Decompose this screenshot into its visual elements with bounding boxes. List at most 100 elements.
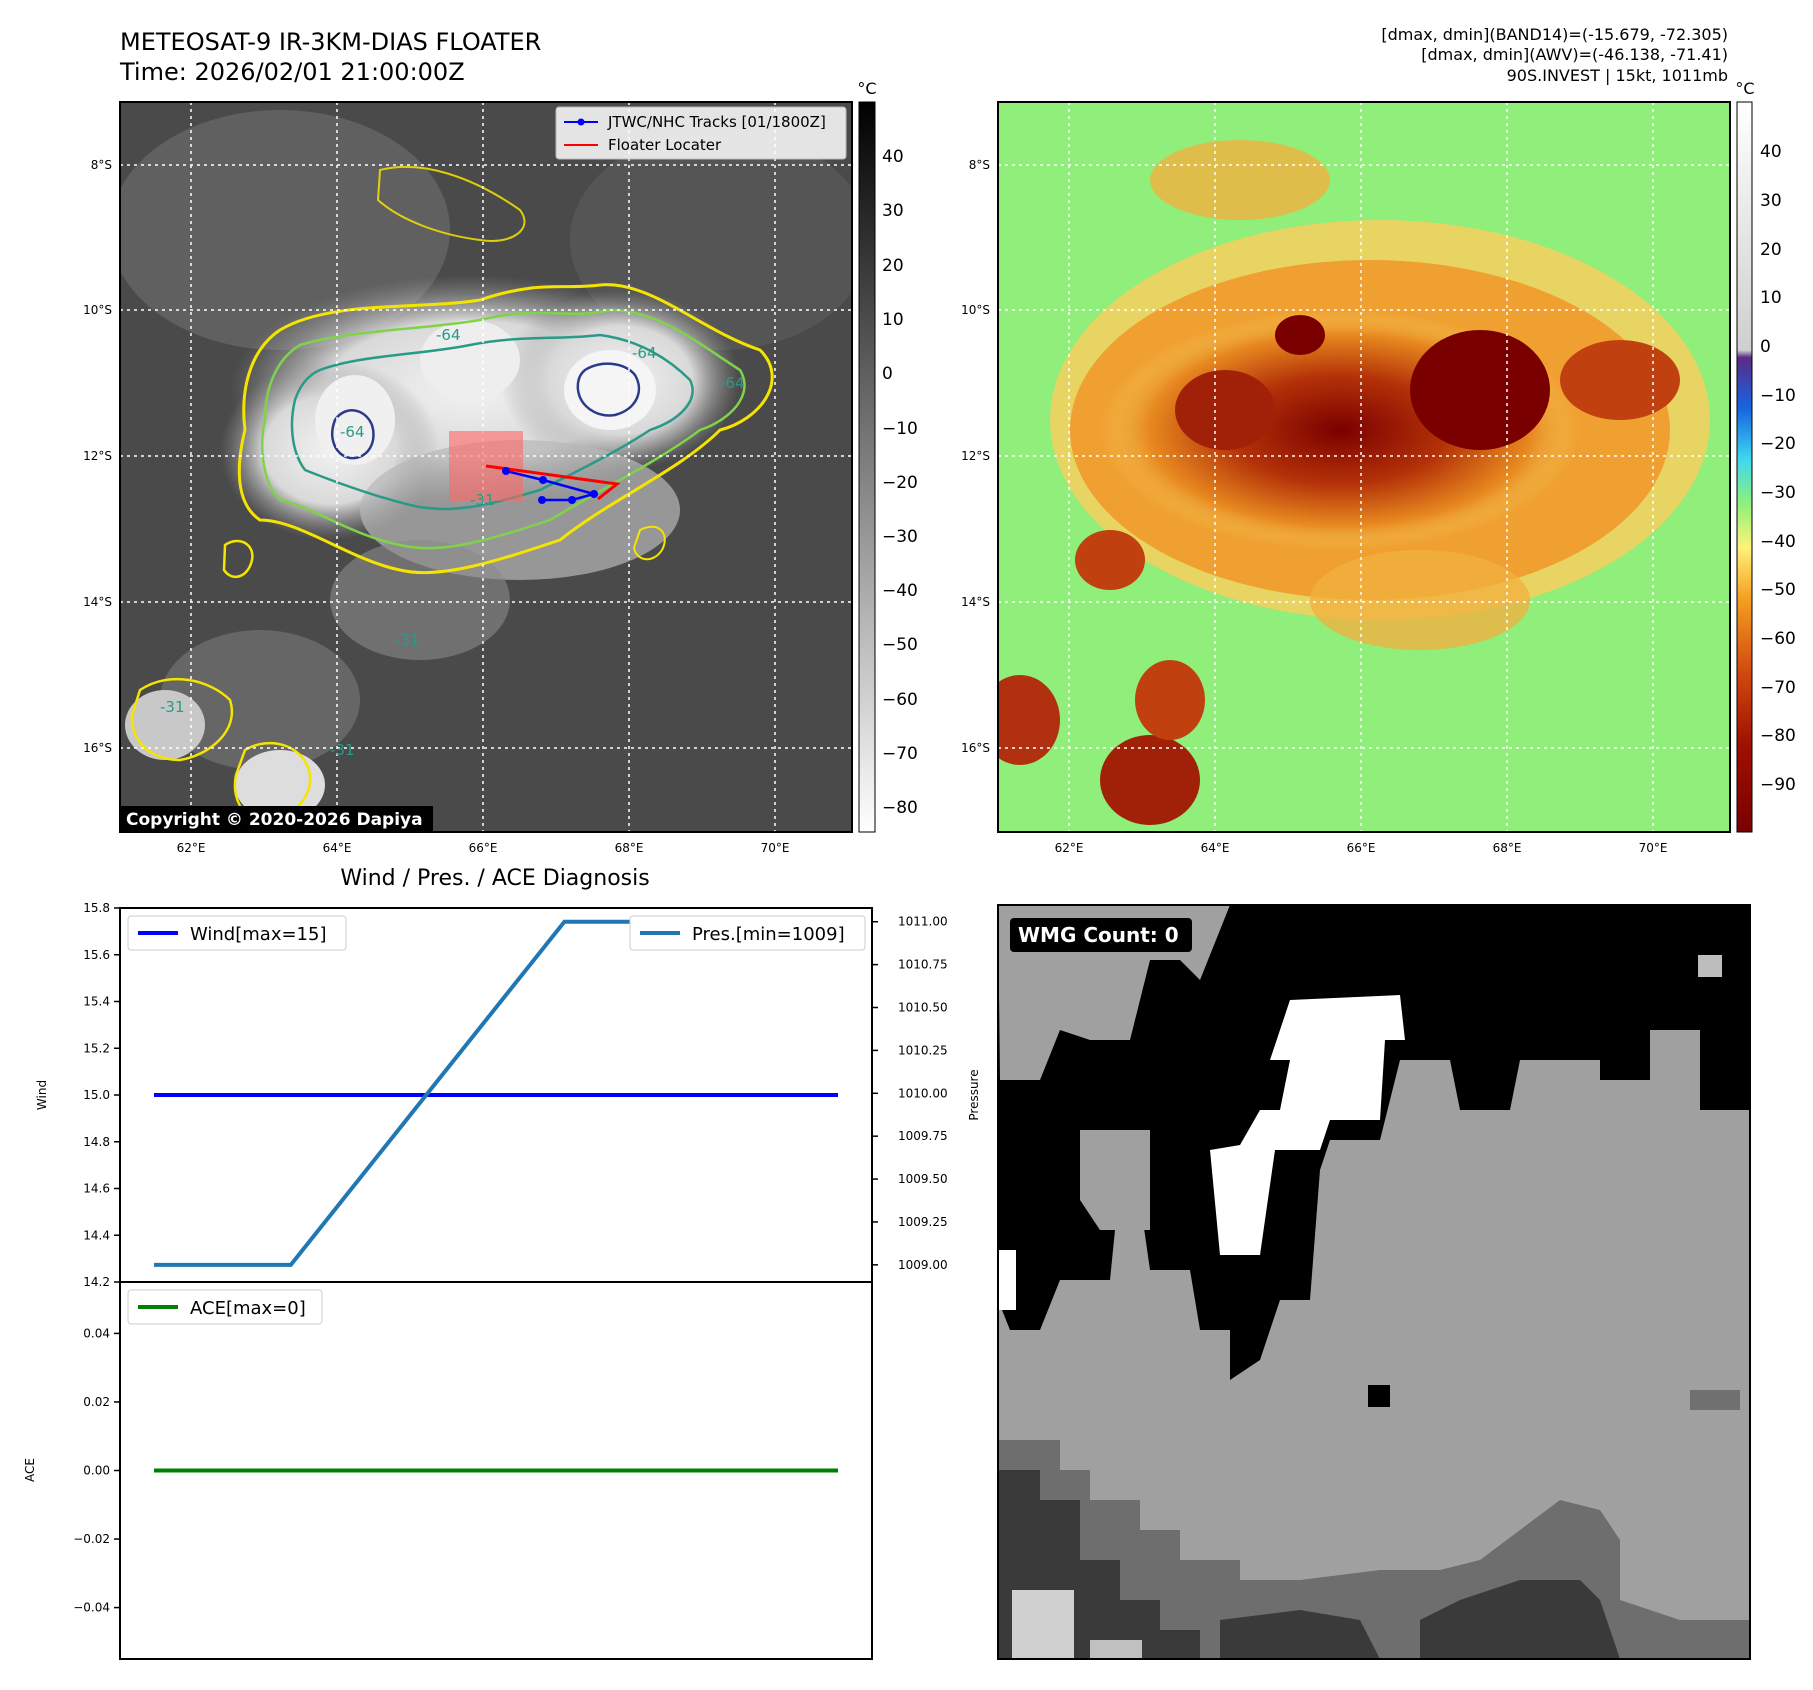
- wind-tick-label: 14.6: [83, 1182, 110, 1196]
- svg-text:−20: −20: [1760, 434, 1796, 454]
- wind-tick-label: 15.6: [83, 948, 110, 962]
- svg-text:30: 30: [1760, 191, 1782, 211]
- svg-text:16°S: 16°S: [961, 741, 990, 755]
- pres-ylabel: Pressure: [967, 1069, 981, 1120]
- pres-tick-label: 1010.25: [898, 1043, 948, 1057]
- ir-lon-labels: 62°E 64°E 66°E 68°E 70°E: [177, 841, 790, 855]
- contour-sw-yellow: [130, 677, 234, 762]
- legend-track-label: JTWC/NHC Tracks [01/1800Z]: [607, 113, 826, 131]
- awv-colorbar-unit: °C: [1735, 79, 1754, 98]
- svg-text:−80: −80: [882, 798, 918, 818]
- svg-text:−60: −60: [1760, 629, 1796, 649]
- info-storm: 90S.INVEST | 15kt, 1011mb: [1507, 66, 1728, 85]
- svg-text:62°E: 62°E: [177, 841, 206, 855]
- svg-text:−10: −10: [882, 419, 918, 439]
- ir-colorbar: °C 40 30 20 10 0 −10 −20 −30 −40 −50 −60…: [857, 79, 918, 833]
- svg-text:−20: −20: [882, 473, 918, 493]
- contour-navy-west: [331, 409, 375, 460]
- figure-title: METEOSAT-9 IR-3KM-DIAS FLOATER: [120, 28, 541, 56]
- svg-text:10: 10: [1760, 288, 1782, 308]
- diag-title: Wind / Pres. / ACE Diagnosis: [340, 866, 649, 891]
- svg-text:-64: -64: [720, 374, 745, 392]
- svg-text:12°S: 12°S: [83, 449, 112, 463]
- svg-text:−70: −70: [1760, 678, 1796, 698]
- wind-tick-label: 14.4: [83, 1228, 110, 1242]
- svg-text:14°S: 14°S: [83, 595, 112, 609]
- wmg-count-box: [1010, 918, 1192, 952]
- pres-tick-label: 1009.00: [898, 1258, 948, 1272]
- contour-labels: -64 -64 -64 -64 -31 -31 -31 -31: [160, 326, 745, 759]
- svg-text:−80: −80: [1760, 726, 1796, 746]
- svg-text:64°E: 64°E: [1201, 841, 1230, 855]
- svg-text:−40: −40: [1760, 532, 1796, 552]
- ace-legend: ACE[max=0]: [127, 1289, 323, 1325]
- awv-map-frame: [997, 101, 1731, 833]
- wind-axis-ticks: 15.8 15.6 15.4 15.2 15.0 14.8 14.6 14.4 14.2: [83, 901, 120, 1289]
- ir-map-legend: JTWC/NHC Tracks [01/1800Z] Floater Locat…: [555, 106, 847, 160]
- svg-text:10°S: 10°S: [83, 303, 112, 317]
- svg-text:40: 40: [1760, 142, 1782, 162]
- jtwc-track-points: [502, 467, 598, 504]
- awv-colorbar-ticks: 40 30 20 10 0 −10 −20 −30 −40 −50 −60 −7…: [1760, 142, 1796, 795]
- wind-legend-label: Wind[max=15]: [190, 924, 327, 945]
- wind-tick-label: 14.8: [83, 1135, 110, 1149]
- svg-text:12°S: 12°S: [961, 449, 990, 463]
- svg-text:-31: -31: [160, 698, 185, 716]
- copyright-box: [121, 806, 433, 832]
- svg-text:−50: −50: [882, 635, 918, 655]
- pres-tick-label: 1009.75: [898, 1129, 948, 1143]
- svg-text:68°E: 68°E: [1493, 841, 1522, 855]
- svg-text:−30: −30: [882, 527, 918, 547]
- svg-text:−30: −30: [1760, 483, 1796, 503]
- svg-text:30: 30: [882, 201, 904, 221]
- svg-text:−70: −70: [882, 744, 918, 764]
- ace-ylabel: ACE: [23, 1458, 37, 1482]
- svg-text:-31: -31: [395, 631, 420, 649]
- svg-text:0: 0: [1760, 337, 1771, 357]
- ace-tick-label: 0.04: [83, 1326, 110, 1340]
- pres-axis-ticks: 1011.00 1010.75 1010.50 1010.25 1010.00 1009.…: [872, 915, 948, 1272]
- awv-map-panel: 8°S 10°S 12°S 14°S 16°S 62°E 64°E 66°E 6…: [961, 101, 1731, 855]
- svg-text:−60: −60: [882, 690, 918, 710]
- contour-teal: [290, 333, 694, 511]
- contour-yellow: [237, 283, 774, 575]
- ir-colorbar-unit: °C: [857, 79, 876, 98]
- wind-tick-label: 15.4: [83, 995, 110, 1009]
- wind-tick-label: 15.0: [83, 1088, 110, 1102]
- pres-tick-label: 1009.50: [898, 1172, 948, 1186]
- svg-text:70°E: 70°E: [1639, 841, 1668, 855]
- svg-text:40: 40: [882, 147, 904, 167]
- svg-text:-31: -31: [330, 741, 355, 759]
- figure-time: Time: 2026/02/01 21:00:00Z: [119, 58, 465, 86]
- pres-tick-label: 1010.75: [898, 958, 948, 972]
- pres-tick-label: 1011.00: [898, 915, 948, 929]
- svg-text:16°S: 16°S: [83, 741, 112, 755]
- svg-text:70°E: 70°E: [761, 841, 790, 855]
- wind-tick-label: 14.2: [83, 1275, 110, 1289]
- svg-text:10°S: 10°S: [961, 303, 990, 317]
- ir-colorbar-ticks: 40 30 20 10 0 −10 −20 −30 −40 −50 −60 −7…: [882, 147, 918, 818]
- pres-tick-label: 1010.00: [898, 1086, 948, 1100]
- wind-tick-label: 15.2: [83, 1041, 110, 1055]
- svg-text:62°E: 62°E: [1055, 841, 1084, 855]
- contour-green: [261, 308, 746, 550]
- ir-cloud-field: -64 -64 -64 -64 -31 -31 -31 -31: [120, 102, 852, 832]
- floater-locater-line: [485, 464, 621, 501]
- awv-gridlines: [998, 102, 1730, 832]
- svg-text:8°S: 8°S: [969, 158, 990, 172]
- awv-colorbar: °C 40 30 20 10 0 −10 −20 −30 −40 −50 −60…: [1735, 79, 1796, 833]
- ace-tick-label: −0.02: [73, 1532, 110, 1546]
- svg-text:66°E: 66°E: [1347, 841, 1376, 855]
- ace-tick-label: 0.02: [83, 1395, 110, 1409]
- svg-text:0: 0: [882, 364, 893, 384]
- svg-text:64°E: 64°E: [323, 841, 352, 855]
- ace-tick-label: −0.04: [73, 1601, 110, 1615]
- copyright-text: Copyright © 2020-2026 Dapiya: [126, 810, 423, 830]
- ir-map-panel: -64 -64 -64 -64 -31 -31 -31 -31 JTWC/NHC…: [83, 101, 853, 855]
- svg-text:8°S: 8°S: [91, 158, 112, 172]
- svg-text:68°E: 68°E: [615, 841, 644, 855]
- svg-text:20: 20: [882, 256, 904, 276]
- awv-field: [998, 102, 1730, 832]
- svg-text:−10: −10: [1760, 386, 1796, 406]
- wind-pres-plot: 15.8 15.6 15.4 15.2 15.0 14.8 14.6 14.4 14.2 101…: [35, 901, 981, 1289]
